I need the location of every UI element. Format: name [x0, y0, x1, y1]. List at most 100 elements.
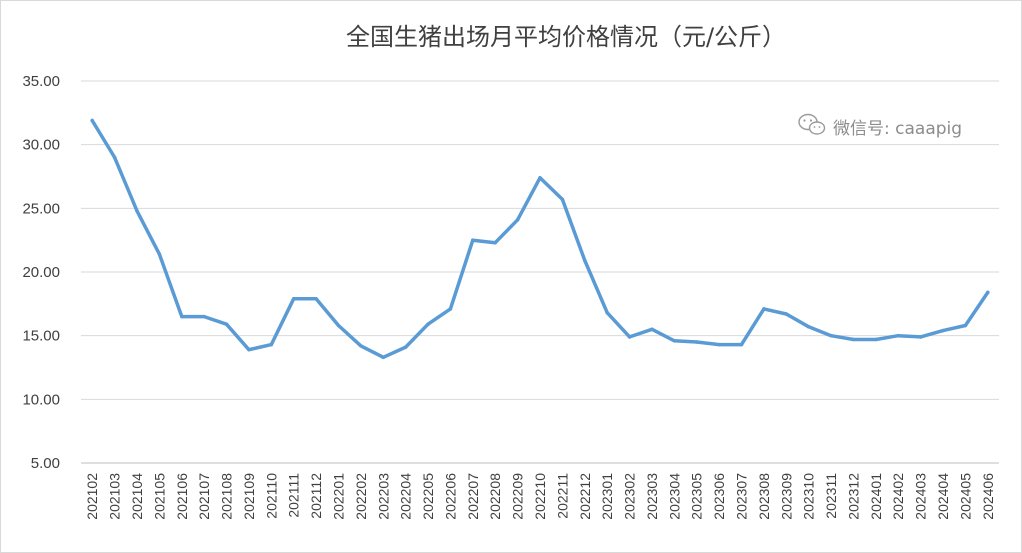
x-tick-label: 202301	[599, 473, 615, 520]
series-group	[90, 118, 990, 360]
data-point	[90, 118, 94, 123]
data-point	[291, 296, 296, 301]
x-tick-label: 202209	[510, 473, 526, 520]
data-point	[180, 314, 184, 319]
data-point	[806, 325, 811, 329]
x-tick-label: 202405	[957, 473, 973, 520]
y-tick-label: 15.00	[22, 328, 60, 345]
data-point	[829, 333, 833, 338]
data-point	[941, 328, 945, 333]
data-point	[336, 323, 341, 328]
data-point	[112, 155, 117, 160]
x-tick-label: 202309	[778, 473, 794, 520]
x-tick-label: 202303	[644, 473, 660, 520]
watermark: 微信号: caaapig	[798, 113, 962, 139]
data-point	[538, 176, 542, 180]
x-tick-label: 202202	[353, 473, 369, 520]
data-point	[224, 322, 229, 326]
x-tick-label: 202105	[151, 473, 167, 520]
data-point	[784, 312, 789, 316]
wechat-icon	[798, 113, 826, 135]
data-point	[381, 355, 386, 360]
x-tick-label: 202305	[689, 473, 705, 520]
y-tick-label: 30.00	[22, 137, 60, 154]
x-tick-label: 202106	[174, 473, 190, 520]
data-point	[627, 335, 632, 339]
data-point	[403, 345, 408, 349]
data-point	[762, 307, 766, 311]
data-point	[918, 335, 923, 339]
x-tick-label: 202108	[219, 473, 235, 520]
data-point	[515, 218, 520, 222]
y-tick-label: 5.00	[31, 455, 60, 472]
y-tick-label: 10.00	[22, 391, 60, 408]
chart-title: 全国生猪出场月平均价格情况（元/公斤）	[346, 23, 786, 51]
x-tick-label: 202207	[465, 473, 481, 520]
watermark-text: 微信号: caaapig	[833, 119, 962, 139]
x-tick-label: 202306	[711, 473, 727, 520]
x-tick-label: 202211	[554, 473, 570, 519]
y-tick-label: 35.00	[22, 73, 60, 90]
x-tick-label: 202206	[442, 473, 458, 520]
data-point	[359, 344, 363, 348]
x-tick-label: 202401	[868, 473, 884, 520]
data-point	[426, 322, 430, 326]
data-point	[650, 327, 654, 332]
x-tick-label: 202111	[286, 473, 302, 518]
data-point	[269, 342, 274, 347]
data-point	[560, 197, 565, 202]
x-tick-label: 202212	[577, 473, 593, 520]
data-point	[874, 337, 878, 342]
gridlines	[81, 80, 999, 464]
data-point	[739, 342, 744, 347]
x-tick-label: 202307	[734, 473, 750, 520]
x-tick-label: 202312	[845, 473, 861, 520]
x-tick-label: 202310	[801, 473, 817, 520]
data-point	[672, 339, 677, 343]
x-tick-label: 202308	[756, 473, 772, 520]
data-point	[157, 252, 162, 256]
x-tick-label: 202302	[622, 473, 638, 520]
x-tick-label: 202403	[913, 473, 929, 520]
data-point	[448, 307, 453, 311]
data-point	[247, 347, 251, 352]
data-point	[135, 209, 139, 213]
x-tick-label: 202210	[532, 473, 548, 520]
data-point	[471, 238, 475, 242]
x-tick-label: 202204	[398, 473, 414, 520]
y-axis-ticks: 5.00 10.00 15.00 20.00 25.00 30.00 35.00	[22, 73, 60, 472]
x-tick-label: 202112	[308, 473, 324, 519]
data-point	[493, 240, 497, 245]
x-tick-label: 202402	[890, 473, 906, 520]
series-line	[90, 118, 990, 360]
data-point	[717, 342, 721, 347]
data-point	[605, 310, 609, 315]
data-point	[986, 290, 990, 295]
x-tick-label: 202104	[129, 473, 145, 520]
x-tick-label: 202205	[420, 473, 436, 520]
x-tick-label: 202201	[330, 473, 346, 520]
y-tick-label: 25.00	[22, 200, 60, 217]
x-tick-label: 202304	[666, 473, 682, 520]
x-tick-label: 202311	[823, 473, 839, 519]
x-tick-label: 202102	[84, 473, 100, 520]
x-tick-label: 202107	[196, 473, 212, 520]
y-tick-label: 20.00	[22, 264, 60, 281]
data-point	[202, 314, 206, 319]
data-point	[963, 323, 968, 328]
x-tick-label: 202406	[980, 473, 996, 520]
data-point	[851, 337, 856, 342]
data-point	[583, 258, 587, 263]
x-tick-label: 202208	[487, 473, 503, 520]
data-point	[896, 333, 900, 338]
x-tick-label: 202203	[375, 473, 391, 520]
data-point	[314, 296, 318, 301]
x-axis-ticks: 202102 202103 202104 202105 202106 202107 2021…	[84, 473, 996, 520]
x-tick-label: 202404	[935, 473, 951, 520]
data-point	[694, 340, 699, 344]
x-tick-label: 202110	[263, 473, 279, 519]
x-tick-label: 202109	[241, 473, 257, 520]
x-tick-label: 202103	[107, 473, 123, 520]
